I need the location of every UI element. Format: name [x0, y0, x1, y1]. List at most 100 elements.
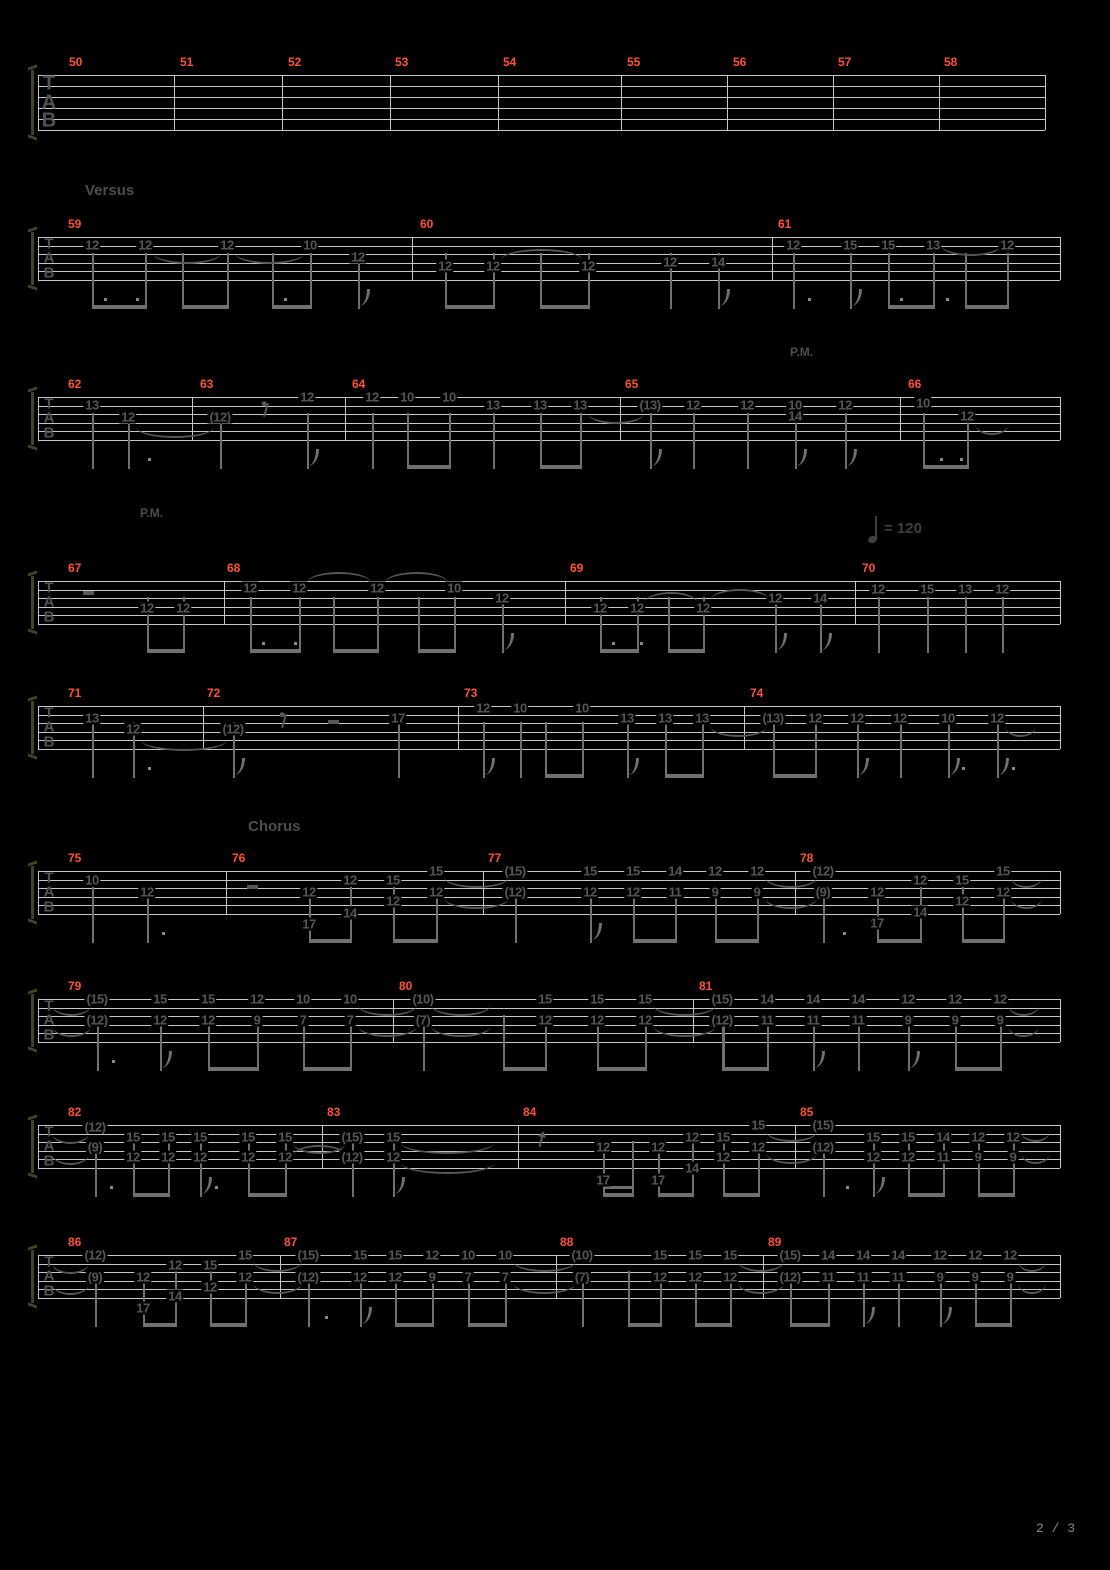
fret-note[interactable]: 15 — [918, 581, 936, 597]
fret-note[interactable]: 12 — [1004, 1129, 1022, 1145]
fret-note[interactable]: 12 — [686, 1269, 704, 1285]
fret-note[interactable]: 15 — [386, 1247, 404, 1263]
fret-note[interactable]: 15 — [994, 863, 1012, 879]
fret-note[interactable]: 12 — [199, 1012, 217, 1028]
fret-note[interactable]: (12) — [810, 863, 836, 879]
fret-note[interactable]: 12 — [836, 397, 854, 413]
fret-note[interactable]: (12) — [82, 1247, 108, 1263]
fret-note[interactable]: 10 — [939, 710, 957, 726]
fret-note[interactable]: 12 — [236, 1269, 254, 1285]
measure-number[interactable]: 85 — [800, 1105, 814, 1119]
fret-note[interactable]: 14 — [849, 991, 867, 1007]
fret-note[interactable]: 15 — [588, 991, 606, 1007]
measure-number[interactable]: 57 — [838, 55, 852, 69]
fret-note[interactable]: 12 — [628, 600, 646, 616]
fret-note[interactable]: 10 — [341, 991, 359, 1007]
fret-note[interactable]: (10) — [410, 991, 436, 1007]
fret-note[interactable]: 12 — [138, 884, 156, 900]
fret-note[interactable]: 12 — [651, 1269, 669, 1285]
fret-note[interactable]: 12 — [594, 1139, 612, 1155]
fret-note[interactable]: 12 — [124, 1149, 142, 1165]
measure-number[interactable]: 81 — [699, 979, 713, 993]
fret-note[interactable]: 11 — [849, 1012, 867, 1028]
measure-number[interactable]: 72 — [207, 686, 221, 700]
fret-note[interactable]: 9 — [969, 1269, 981, 1285]
fret-note[interactable]: 15 — [581, 863, 599, 879]
fret-note[interactable]: 14 — [854, 1247, 872, 1263]
measure-number[interactable]: 58 — [944, 55, 958, 69]
fret-note[interactable]: 13 — [484, 397, 502, 413]
fret-note[interactable]: 15 — [191, 1129, 209, 1145]
fret-note[interactable]: (15) — [502, 863, 528, 879]
measure-number[interactable]: 68 — [227, 561, 241, 575]
fret-note[interactable]: 15 — [384, 872, 402, 888]
fret-note[interactable]: (12) — [810, 1139, 836, 1155]
measure-number[interactable]: 55 — [627, 55, 641, 69]
fret-note[interactable]: (12) — [295, 1269, 321, 1285]
fret-note[interactable]: 15 — [864, 1129, 882, 1145]
fret-note[interactable]: (15) — [709, 991, 735, 1007]
fret-note[interactable]: 12 — [684, 397, 702, 413]
fret-note[interactable]: 12 — [349, 249, 367, 265]
fret-note[interactable]: 12 — [436, 258, 454, 274]
fret-note[interactable]: (15) — [84, 991, 110, 1007]
fret-note[interactable]: 11 — [854, 1269, 872, 1285]
fret-note[interactable]: 12 — [998, 237, 1016, 253]
fret-note[interactable]: (12) — [709, 1012, 735, 1028]
measure-number[interactable]: 83 — [327, 1105, 341, 1119]
measure-number[interactable]: 52 — [288, 55, 302, 69]
fret-note[interactable]: 15 — [159, 1129, 177, 1145]
fret-note[interactable]: 12 — [966, 1247, 984, 1263]
fret-note[interactable]: 15 — [879, 237, 897, 253]
fret-note[interactable]: 12 — [706, 863, 724, 879]
fret-note[interactable]: 12 — [298, 389, 316, 405]
fret-note[interactable]: 12 — [368, 580, 386, 596]
fret-note[interactable]: (12) — [777, 1269, 803, 1285]
fret-note[interactable]: 12 — [946, 991, 964, 1007]
measure-number[interactable]: 65 — [625, 377, 639, 391]
fret-note[interactable]: 12 — [384, 893, 402, 909]
fret-note[interactable]: 10 — [83, 872, 101, 888]
fret-note[interactable]: 12 — [159, 1149, 177, 1165]
fret-note[interactable]: 12 — [806, 710, 824, 726]
measure-number[interactable]: 73 — [464, 686, 478, 700]
fret-note[interactable]: 12 — [661, 254, 679, 270]
measure-number[interactable]: 69 — [570, 561, 584, 575]
fret-note[interactable]: 10 — [914, 395, 932, 411]
fret-note[interactable]: 15 — [714, 1129, 732, 1145]
fret-note[interactable]: 12 — [239, 1149, 257, 1165]
fret-note[interactable]: 15 — [151, 991, 169, 1007]
measure-number[interactable]: 61 — [778, 217, 792, 231]
fret-note[interactable]: 13 — [83, 397, 101, 413]
fret-note[interactable]: (7) — [413, 1012, 433, 1028]
fret-note[interactable]: 12 — [848, 710, 866, 726]
fret-note[interactable]: 14 — [683, 1160, 701, 1176]
measure-number[interactable]: 67 — [68, 561, 82, 575]
fret-note[interactable]: 11 — [934, 1149, 952, 1165]
measure-number[interactable]: 77 — [488, 851, 502, 865]
fret-note[interactable]: (15) — [810, 1117, 836, 1133]
fret-note[interactable]: 12 — [151, 1012, 169, 1028]
fret-note[interactable]: 15 — [636, 991, 654, 1007]
fret-note[interactable]: 12 — [134, 1269, 152, 1285]
fret-note[interactable]: 12 — [363, 389, 381, 405]
fret-note[interactable]: 12 — [993, 581, 1011, 597]
fret-note[interactable]: 15 — [384, 1129, 402, 1145]
fret-note[interactable]: (12) — [502, 884, 528, 900]
fret-note[interactable]: 17 — [649, 1172, 667, 1188]
fret-note[interactable]: 15 — [124, 1129, 142, 1145]
fret-note[interactable]: 12 — [474, 700, 492, 716]
fret-note[interactable]: 15 — [749, 1117, 767, 1133]
fret-note[interactable]: 10 — [294, 991, 312, 1007]
fret-note[interactable]: 14 — [911, 904, 929, 920]
measure-number[interactable]: 64 — [352, 377, 366, 391]
measure-number[interactable]: 76 — [232, 851, 246, 865]
fret-note[interactable]: 12 — [174, 600, 192, 616]
fret-note[interactable]: 12 — [427, 884, 445, 900]
fret-note[interactable]: 15 — [841, 237, 859, 253]
fret-note[interactable]: 9 — [994, 1012, 1006, 1028]
fret-note[interactable]: 15 — [427, 863, 445, 879]
fret-note[interactable]: 11 — [758, 1012, 776, 1028]
fret-note[interactable]: 12 — [588, 1012, 606, 1028]
fret-note[interactable]: 17 — [389, 710, 407, 726]
